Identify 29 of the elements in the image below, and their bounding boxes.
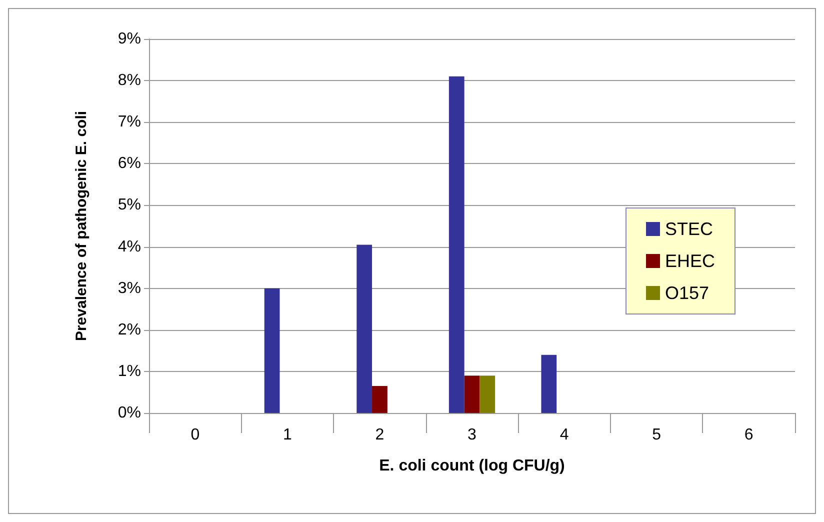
y-tick-label: 6% [118,155,141,172]
bar [448,76,464,413]
bar [480,376,496,413]
x-tick-label: 6 [744,426,754,444]
y-tick-label: 0% [118,404,141,422]
x-tick-label: 2 [375,426,384,444]
x-tick-label: 1 [282,426,292,444]
y-axis-title: Prevalence of pathogenic E. coli [73,110,90,342]
bar [356,244,372,413]
y-tick-label: 4% [118,238,141,256]
y-tick-label: 5% [118,196,141,214]
y-tick-label: 2% [118,321,141,338]
bar [541,354,557,413]
bar [464,376,480,413]
y-tick-label: 1% [118,362,141,380]
x-tick-label: 3 [468,426,477,444]
y-tick-label: 7% [118,114,141,131]
x-tick-label: 0 [190,426,200,444]
y-tick-label: 3% [118,280,141,297]
x-tick-label: 4 [560,426,569,444]
x-axis-title: E. coli count (log CFU/g) [379,458,565,474]
x-tick-label: 5 [652,426,662,444]
y-tick-label: 8% [118,72,141,90]
y-tick-label: 9% [118,30,141,48]
legend-label: STEC [664,219,714,239]
bar [264,288,280,413]
legend-label: EHEC [664,251,716,271]
legend-label: O157 [664,283,710,303]
bar [372,386,388,413]
